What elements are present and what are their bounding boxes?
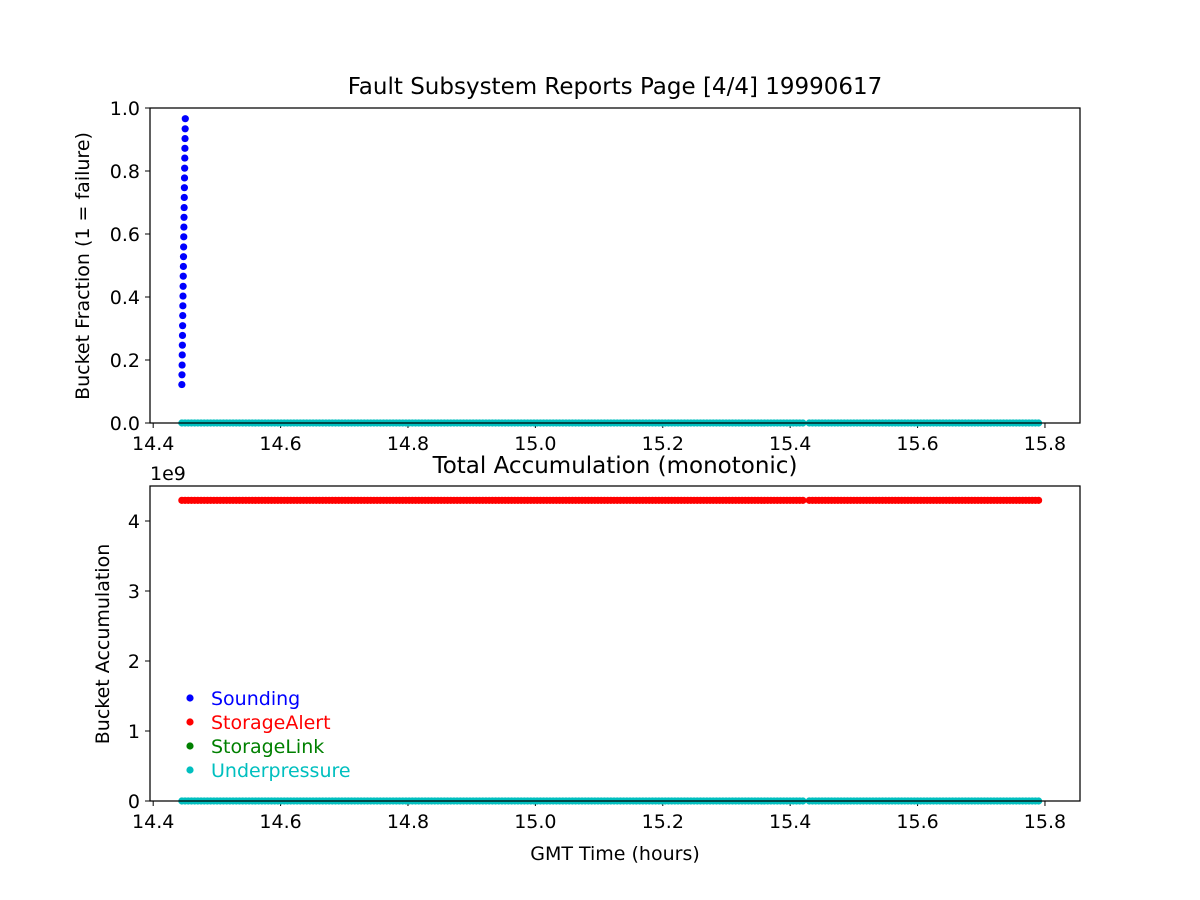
y-tick-label: 0.6 <box>110 224 140 246</box>
legend: SoundingStorageAlertStorageLinkUnderpres… <box>186 688 351 782</box>
chart-title-accumulation: Total Accumulation (monotonic) <box>432 453 798 479</box>
x-tick-label: 15.0 <box>514 433 556 455</box>
x-tick-label: 14.8 <box>387 811 429 833</box>
x-tick-label: 15.0 <box>514 811 556 833</box>
data-point-sounding <box>179 302 187 310</box>
y-axis-title-accumulation: Bucket Accumulation <box>92 544 114 745</box>
y-tick-label: 2 <box>128 651 140 673</box>
data-point-sounding <box>180 213 188 221</box>
x-axis-title: GMT Time (hours) <box>530 843 700 865</box>
data-point-sounding <box>179 282 187 290</box>
data-point-sounding <box>181 164 189 172</box>
legend-label-storagelink: StorageLink <box>211 736 324 758</box>
chart-panel-accumulation: Total Accumulation (monotonic) 1e9 Bucke… <box>92 453 1081 865</box>
data-point-sounding <box>180 174 189 182</box>
data-point-storagealert <box>1034 496 1043 504</box>
y-tick-label: 0.0 <box>110 413 140 435</box>
data-point-sounding <box>178 331 187 340</box>
y-tick-label: 3 <box>128 581 140 603</box>
data-point-sounding <box>179 322 187 330</box>
y-tick-label: 4 <box>128 511 140 533</box>
data-point-sounding <box>180 193 188 202</box>
data-point-sounding <box>180 184 188 192</box>
x-tick-label: 15.6 <box>896 811 938 833</box>
y-axis-offset-label: 1e9 <box>150 463 186 485</box>
chart-title-fraction: Fault Subsystem Reports Page [4/4] 19990… <box>348 74 883 100</box>
legend-marker-storagealert <box>186 718 194 726</box>
chart-panel-fraction: Fault Subsystem Reports Page [4/4] 19990… <box>72 74 1081 455</box>
x-tick-label: 15.8 <box>1024 433 1066 455</box>
data-point-sounding <box>180 223 188 231</box>
x-tick-label: 15.6 <box>896 433 938 455</box>
data-point-sounding <box>178 351 186 359</box>
axis-ticks-fraction: 14.4 14.6 14.8 15.0 15.2 15.4 15.6 15.8 0.0 0.2 0.… <box>110 98 1066 455</box>
legend-label-storagealert: StorageAlert <box>211 712 331 734</box>
x-tick-label: 14.4 <box>132 811 174 833</box>
y-tick-label: 0.8 <box>110 161 140 183</box>
y-axis-title-fraction: Bucket Fraction (1 = failure) <box>72 132 94 400</box>
data-point-sounding <box>178 341 186 349</box>
data-point-sounding <box>181 125 189 133</box>
data-point-sounding <box>179 272 187 280</box>
y-tick-label: 0.2 <box>110 350 140 372</box>
data-point-sounding <box>181 115 189 123</box>
data-point-sounding <box>179 253 188 261</box>
data-point-sounding <box>180 233 188 241</box>
y-tick-label: 0 <box>128 791 140 813</box>
y-tick-label: 1.0 <box>110 98 140 120</box>
data-point-sounding <box>180 203 188 212</box>
data-point-sounding <box>179 262 187 271</box>
x-tick-label: 15.2 <box>642 433 684 455</box>
data-point-storagealert <box>799 496 807 504</box>
x-tick-label: 14.6 <box>259 433 301 455</box>
legend-label-sounding: Sounding <box>211 688 300 710</box>
legend-marker-sounding <box>186 694 194 702</box>
x-tick-label: 15.8 <box>1024 811 1066 833</box>
plot-area-accumulation <box>178 496 1043 805</box>
legend-label-underpressure: Underpressure <box>211 760 351 782</box>
y-tick-label: 1 <box>128 721 140 743</box>
x-tick-label: 15.4 <box>769 433 811 455</box>
y-tick-label: 0.4 <box>110 287 140 309</box>
data-point-sounding <box>178 371 186 379</box>
x-tick-label: 14.4 <box>132 433 174 455</box>
data-point-sounding <box>178 380 186 389</box>
axis-ticks-accumulation: 14.4 14.6 14.8 15.0 15.2 15.4 15.6 15.8 0 1 2 3 4 <box>128 511 1066 833</box>
data-point-sounding <box>181 134 189 143</box>
axes-frame-accumulation <box>149 485 1081 802</box>
x-tick-label: 14.6 <box>259 811 301 833</box>
data-point-sounding <box>179 292 187 300</box>
axes-frame-fraction <box>149 107 1081 424</box>
data-point-sounding <box>180 243 188 251</box>
legend-marker-storagelink <box>186 742 194 750</box>
x-tick-label: 14.8 <box>387 433 429 455</box>
data-point-sounding <box>181 154 189 162</box>
x-tick-label: 15.2 <box>642 811 684 833</box>
legend-marker-underpressure <box>186 766 194 774</box>
x-tick-label: 15.4 <box>769 811 811 833</box>
data-point-sounding <box>178 361 186 369</box>
data-point-sounding <box>179 311 187 320</box>
data-point-sounding <box>181 144 189 152</box>
